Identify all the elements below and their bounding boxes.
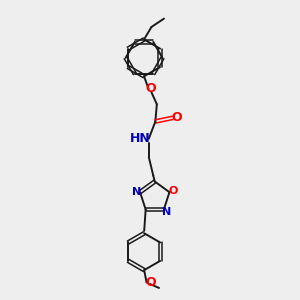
- Text: N: N: [132, 187, 141, 196]
- Text: O: O: [171, 111, 182, 124]
- Text: O: O: [168, 186, 178, 196]
- Text: HN: HN: [130, 132, 151, 145]
- Text: O: O: [146, 82, 156, 95]
- Text: O: O: [146, 276, 156, 289]
- Text: N: N: [162, 207, 171, 217]
